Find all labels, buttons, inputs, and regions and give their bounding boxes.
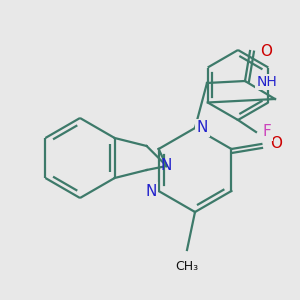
Text: O: O	[260, 44, 272, 59]
Text: O: O	[270, 136, 282, 152]
Text: N: N	[197, 121, 208, 136]
Text: F: F	[263, 124, 272, 140]
Text: N: N	[145, 184, 157, 199]
Text: NH: NH	[256, 75, 278, 89]
Text: N: N	[161, 158, 172, 173]
Text: CH₃: CH₃	[176, 260, 199, 273]
